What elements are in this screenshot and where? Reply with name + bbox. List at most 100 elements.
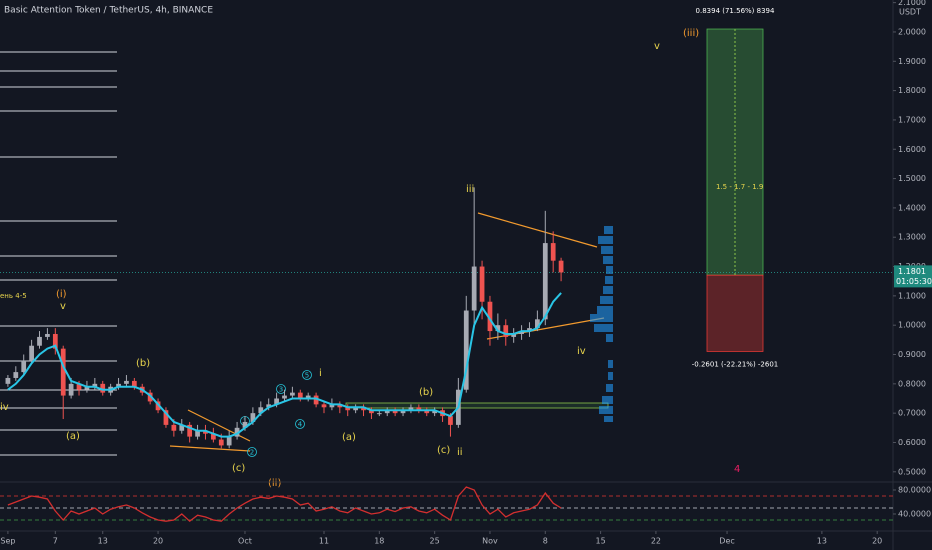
wave-number: 3 — [279, 386, 283, 394]
candle-body — [400, 410, 406, 414]
wave-label: iii — [466, 184, 474, 195]
candle-body — [92, 383, 98, 387]
candle-body — [116, 383, 121, 387]
candle-body — [258, 407, 264, 414]
candle-body — [384, 410, 390, 414]
candle-body — [369, 410, 374, 414]
candle-body — [345, 407, 351, 411]
candle-body — [13, 372, 19, 378]
wave-label: (b) — [419, 387, 433, 398]
x-tick-label: Oct — [238, 537, 252, 546]
candle-body — [408, 407, 414, 411]
x-tick-label: 15 — [596, 537, 606, 546]
x-tick-label: 8 — [543, 537, 548, 546]
trend-line — [477, 212, 598, 248]
candle-body — [550, 243, 556, 261]
wave-number: 5 — [305, 372, 309, 380]
candle-body — [432, 410, 438, 414]
candle-body — [29, 345, 34, 361]
y-tick-label: 1.9000 — [898, 57, 926, 66]
wave-number: 2 — [250, 449, 254, 457]
x-tick-label: 25 — [430, 537, 440, 546]
candle-body — [527, 328, 532, 332]
candle-body — [76, 383, 82, 390]
candle-body — [376, 413, 382, 415]
x-tick-label: 20 — [872, 537, 882, 546]
wave-label: (ii) — [268, 478, 281, 489]
y-tick-label: 0.6000 — [898, 438, 926, 447]
wave-label: (c) — [232, 463, 245, 474]
candle-body — [297, 392, 303, 399]
countdown-label: 01:05:30 — [896, 277, 932, 286]
candle-body — [218, 439, 224, 446]
candle-body — [234, 427, 240, 437]
range-box — [345, 402, 609, 409]
candle-body — [100, 383, 106, 393]
y-tick-label: 1.8000 — [898, 86, 926, 95]
wave-label: ii — [457, 447, 463, 458]
wave-label: v — [654, 41, 660, 52]
x-tick-label: 11 — [319, 537, 329, 546]
candle-body — [84, 386, 90, 390]
candle-body — [179, 424, 185, 431]
candle-body — [542, 243, 548, 320]
x-tick-label: 13 — [98, 537, 108, 546]
candle-body — [511, 333, 517, 337]
candle-body — [52, 333, 58, 349]
candle-body — [195, 430, 200, 437]
candle-body — [535, 319, 540, 329]
candle-body — [329, 404, 335, 408]
candle-body — [45, 333, 50, 337]
position-stop-label: -0.2601 (-22.21%) -2601 — [692, 360, 779, 368]
candle-body — [203, 430, 208, 434]
candle-body — [211, 433, 216, 440]
candle-body — [226, 436, 232, 446]
candle-body — [353, 407, 358, 411]
y-tick-label: 0.7000 — [898, 409, 926, 418]
y-tick-label: 1.1000 — [898, 291, 926, 300]
candle-body — [487, 301, 493, 332]
candle-body — [558, 260, 564, 273]
candle-body — [37, 336, 42, 346]
candle-body — [290, 392, 295, 396]
candle-body — [519, 331, 524, 334]
rsi-line — [7, 486, 562, 523]
chart-title: Basic Attention Token / TetherUS, 4h, BI… — [4, 6, 213, 16]
last-price-label: 1.1801 — [898, 267, 926, 276]
candle-body — [60, 348, 66, 396]
x-tick-label: 20 — [153, 537, 163, 546]
x-tick-label: 22 — [651, 537, 661, 546]
x-tick-label: 18 — [374, 537, 384, 546]
volume-profile — [590, 226, 613, 422]
x-tick-label: Dec — [719, 537, 734, 546]
candle-body — [274, 398, 279, 405]
y-tick-label: 2.1000 — [898, 0, 926, 7]
position-loss — [706, 274, 764, 352]
candle-body — [305, 395, 311, 399]
candle-body — [416, 407, 422, 411]
y-tick-label: 2.0000 — [898, 27, 926, 36]
candle-body — [361, 407, 366, 411]
y-tick-label: 0.9000 — [898, 350, 926, 359]
drawings — [0, 51, 613, 456]
candle-body — [424, 410, 430, 414]
candle-body — [266, 404, 272, 408]
candle-body — [187, 424, 193, 437]
y-tick-label: 1.7000 — [898, 115, 926, 124]
position-zone-label: 1.5 - 1.7 - 1.9 — [716, 183, 763, 191]
candle-body — [448, 416, 453, 425]
candle-body — [503, 325, 509, 337]
y-tick-label: 0.8000 — [898, 379, 926, 388]
candle-body — [163, 410, 169, 425]
x-tick-label: Sep — [0, 537, 15, 546]
candle-body — [337, 404, 343, 408]
wave-label: v — [60, 301, 66, 312]
position-target-label: 0.8394 (71.56%) 8394 — [696, 7, 775, 15]
wave-label: (a) — [66, 431, 80, 442]
x-tick-label: Nov — [482, 537, 498, 546]
rsi-tick-label: 80.0000 — [898, 485, 931, 494]
candle-body — [479, 266, 485, 302]
candle-body — [282, 395, 287, 399]
candle-body — [463, 310, 469, 390]
